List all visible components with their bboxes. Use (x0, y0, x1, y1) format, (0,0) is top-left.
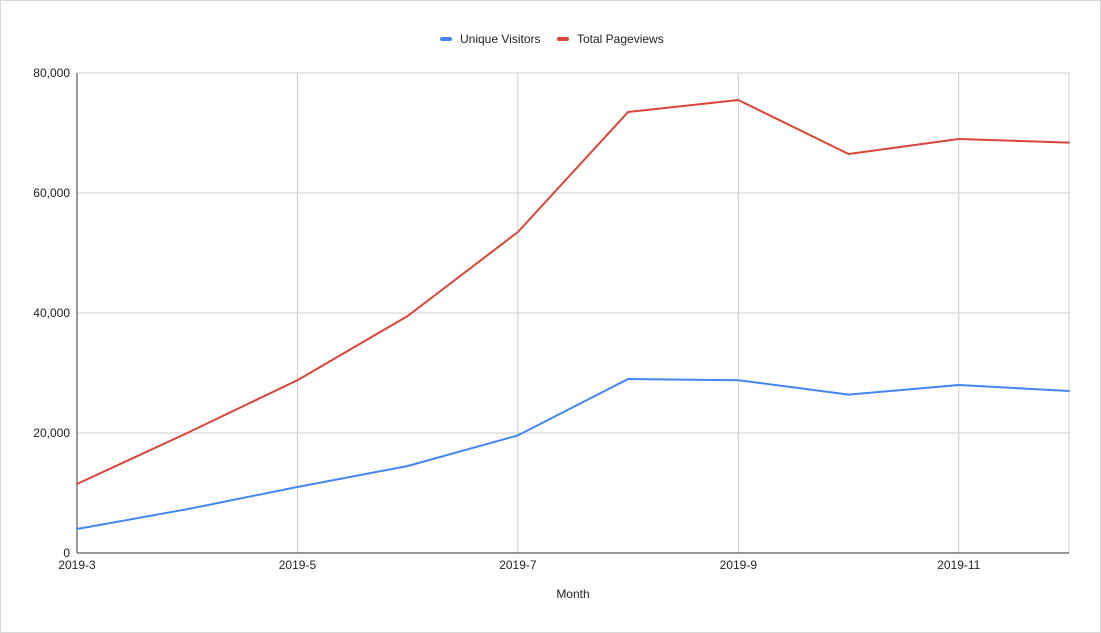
axes (76, 73, 1069, 554)
x-tick-label: 2019-11 (937, 558, 980, 572)
legend[interactable]: Unique Visitors Total Pageviews (440, 32, 664, 46)
y-tick-label: 20,000 (33, 426, 70, 440)
y-axis-tick-labels: 0 20,000 40,000 60,000 80,000 (33, 66, 70, 560)
x-tick-label: 2019-5 (279, 558, 317, 572)
y-tick-label: 60,000 (33, 186, 70, 200)
legend-swatch (557, 37, 569, 41)
legend-label: Total Pageviews (577, 32, 664, 46)
y-tick-label: 0 (63, 546, 70, 560)
x-tick-label: 2019-9 (720, 558, 758, 572)
horizontal-gridlines (77, 72, 1069, 434)
legend-item[interactable]: Unique Visitors (440, 32, 540, 46)
x-tick-label: 2019-7 (499, 558, 537, 572)
x-axis-tick-labels: 2019-3 2019-5 2019-7 2019-9 2019-11 (58, 558, 980, 572)
series-line-unique-visitors[interactable] (76, 378, 1070, 530)
x-axis-title: Month (556, 587, 589, 601)
legend-label: Unique Visitors (460, 32, 540, 46)
legend-item[interactable]: Total Pageviews (557, 32, 664, 46)
y-tick-label: 80,000 (33, 66, 70, 80)
vertical-gridlines (296, 73, 1070, 553)
series-line-total-pageviews[interactable] (76, 99, 1070, 485)
legend-swatch (440, 37, 452, 41)
series-lines (76, 99, 1070, 530)
y-tick-label: 40,000 (33, 306, 70, 320)
x-tick-label: 2019-3 (58, 558, 96, 572)
